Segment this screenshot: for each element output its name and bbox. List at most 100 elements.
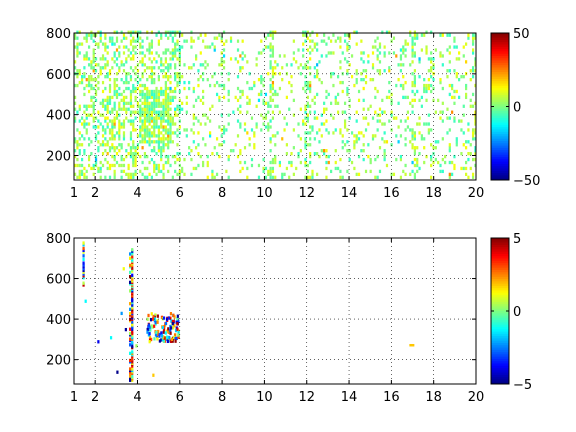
heatmap-cell (106, 160, 109, 165)
heatmap-cell (153, 140, 156, 144)
heatmap-cell (441, 169, 444, 174)
heatmap-cell (199, 33, 202, 37)
heatmap-cell (146, 30, 149, 34)
heatmap-cell (122, 89, 126, 94)
heatmap-cell (341, 134, 344, 138)
panel2-colorbar-step (491, 283, 509, 287)
panel1-y-tick-label: 600 (46, 68, 71, 83)
heatmap-cell (118, 131, 121, 135)
heatmap-cell (381, 137, 384, 141)
heatmap-cell (369, 169, 372, 174)
heatmap-cell (220, 143, 223, 147)
heatmap-cell (474, 151, 477, 156)
heatmap-cell (120, 169, 123, 174)
heatmap-cell (165, 317, 169, 321)
heatmap-cell (162, 137, 165, 141)
heatmap-cell (74, 101, 77, 105)
heatmap-cell (269, 83, 272, 88)
heatmap-cell (129, 307, 132, 311)
heatmap-cell (262, 169, 265, 174)
heatmap-cell (213, 83, 216, 88)
heatmap-cell (131, 273, 134, 277)
heatmap-cell (120, 125, 123, 129)
heatmap-cell (127, 80, 130, 85)
heatmap-cell (346, 48, 349, 52)
heatmap-cell (181, 75, 184, 79)
heatmap-cell (204, 45, 207, 49)
panel1-colorbar-step (491, 152, 509, 156)
heatmap-cell (167, 128, 170, 132)
heatmap-cell (313, 45, 316, 49)
heatmap-cell (134, 39, 137, 43)
heatmap-cell (176, 317, 179, 321)
heatmap-cell (222, 140, 226, 144)
heatmap-cell (143, 110, 147, 114)
heatmap-cell (262, 122, 265, 126)
heatmap-cell (85, 104, 88, 108)
heatmap-cell (101, 134, 105, 138)
heatmap-cell (388, 66, 391, 70)
heatmap-cell (402, 83, 405, 88)
heatmap-cell (239, 125, 242, 129)
heatmap-cell (239, 54, 242, 58)
panel1-colorbar-tick-label: −50 (513, 174, 540, 189)
heatmap-cell (211, 151, 214, 156)
heatmap-cell (158, 334, 161, 338)
heatmap-cell (441, 110, 444, 114)
heatmap-cell (80, 80, 84, 85)
heatmap-cell (176, 30, 179, 34)
heatmap-cell (92, 116, 95, 120)
heatmap-cell (471, 172, 475, 177)
heatmap-cell (174, 66, 177, 70)
heatmap-cell (162, 166, 165, 171)
heatmap-cell (213, 36, 216, 40)
heatmap-cell (416, 89, 419, 94)
heatmap-cell (171, 54, 174, 58)
heatmap-cell (430, 66, 433, 70)
heatmap-cell (97, 166, 100, 171)
heatmap-cell (271, 98, 275, 103)
heatmap-cell (76, 83, 79, 88)
heatmap-cell (243, 122, 247, 126)
heatmap-cell (74, 137, 77, 141)
heatmap-cell (164, 92, 167, 97)
heatmap-cell (413, 151, 416, 156)
heatmap-cell (255, 63, 258, 67)
heatmap-cell (125, 101, 128, 105)
heatmap-cell (229, 149, 233, 153)
heatmap-cell (348, 157, 351, 162)
heatmap-cell (146, 154, 149, 159)
heatmap-cell (311, 172, 314, 177)
heatmap-cell (178, 45, 181, 49)
heatmap-cell (330, 51, 333, 55)
heatmap-cell (129, 372, 132, 377)
heatmap-cell (378, 113, 382, 117)
heatmap-cell (160, 334, 164, 338)
heatmap-cell (174, 30, 177, 34)
heatmap-cell (355, 80, 358, 85)
heatmap-cell (355, 137, 358, 141)
heatmap-cell (199, 122, 202, 126)
panel1-colorbar-step (491, 35, 509, 38)
panel1-x-tick-label: 10 (256, 186, 273, 201)
heatmap-cell (462, 143, 465, 147)
heatmap-cell (220, 83, 223, 88)
heatmap-cell (190, 149, 193, 153)
heatmap-cell (90, 77, 93, 82)
heatmap-cell (302, 33, 305, 37)
heatmap-cell (97, 340, 100, 344)
heatmap-cell (197, 163, 200, 168)
heatmap-cell (474, 149, 477, 153)
heatmap-cell (78, 175, 81, 179)
heatmap-cell (106, 122, 109, 126)
heatmap-cell (409, 172, 412, 177)
heatmap-cell (274, 154, 277, 159)
heatmap-cell (246, 60, 249, 64)
heatmap-cell (106, 51, 109, 55)
heatmap-cell (120, 143, 123, 147)
heatmap-cell (99, 69, 102, 73)
heatmap-cell (113, 101, 116, 105)
heatmap-cell (150, 131, 154, 135)
heatmap-cell (404, 42, 407, 46)
heatmap-cell (148, 134, 151, 138)
